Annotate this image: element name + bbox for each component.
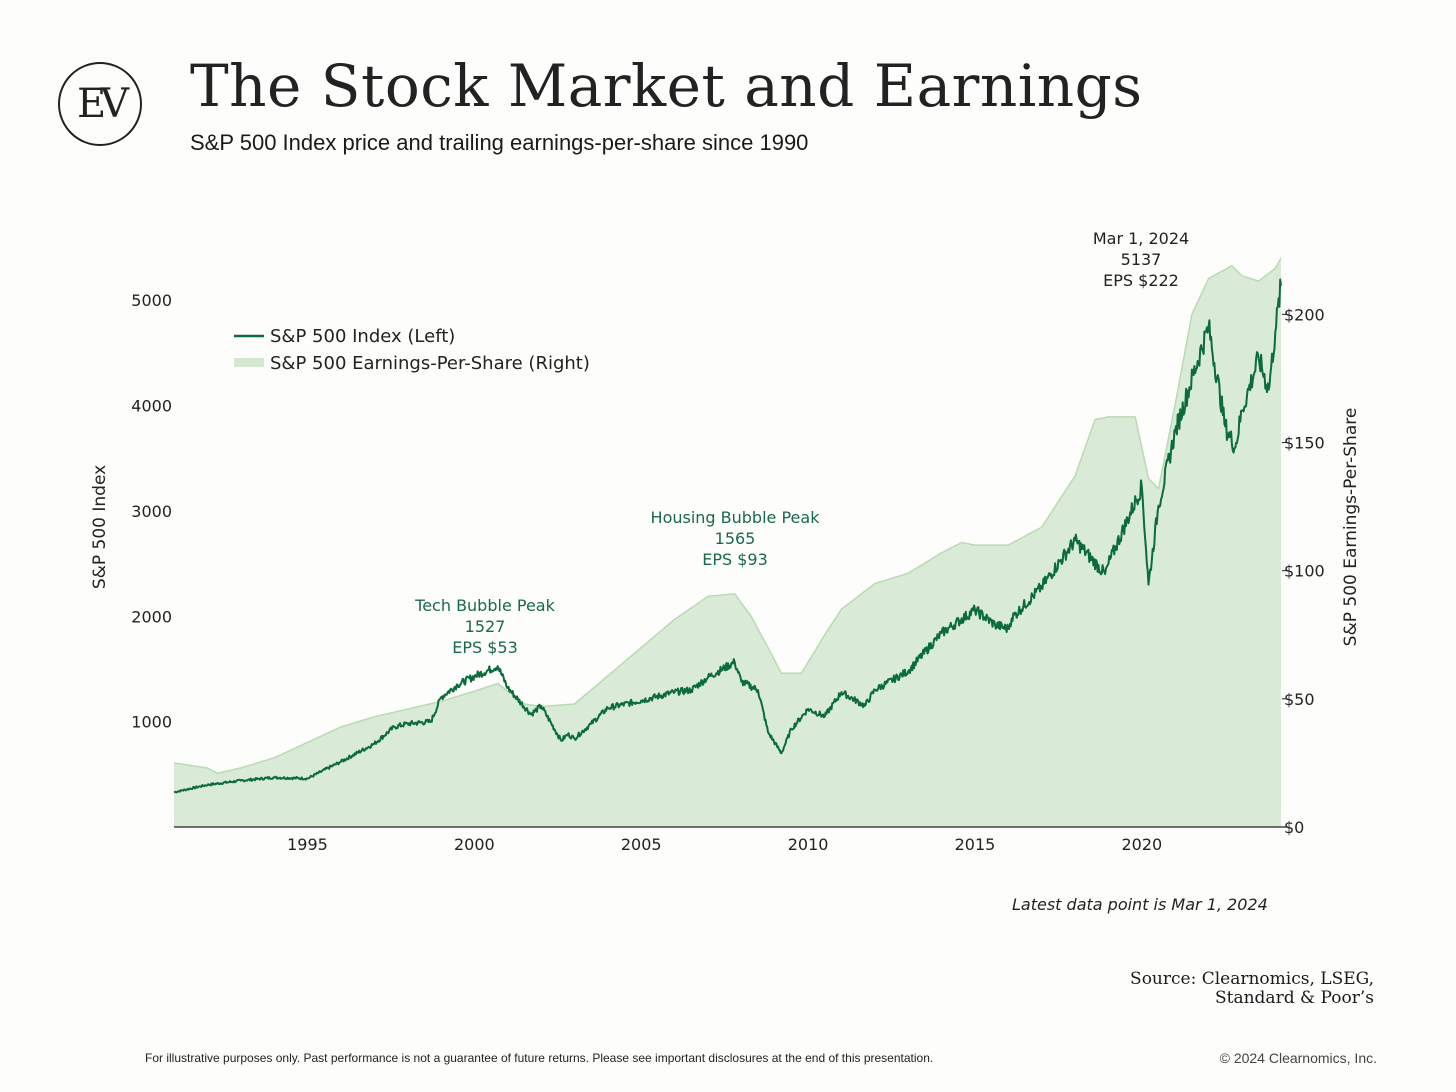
copyright: © 2024 Clearnomics, Inc.: [1220, 1050, 1377, 1066]
legend-eps-label: S&P 500 Earnings-Per-Share (Right): [270, 353, 590, 374]
disclaimer: For illustrative purposes only. Past per…: [145, 1051, 933, 1065]
left-y-tick-label: 3000: [131, 502, 172, 521]
x-axis-ticks: 1995 2000 2005 2010 2015 2020: [287, 835, 1162, 854]
right-y-tick-label: $0: [1284, 818, 1304, 837]
annotation-housing-bubble: Housing Bubble Peak 1565 EPS $93: [651, 508, 821, 569]
legend-index-label: S&P 500 Index (Left): [270, 326, 455, 347]
annotation-latest: Mar 1, 2024 5137 EPS $222: [1093, 229, 1189, 290]
source-line-1: Source: Clearnomics, LSEG,: [1130, 970, 1374, 989]
left-y-tick-label: 1000: [131, 713, 172, 732]
annotation-latest-date: Mar 1, 2024: [1093, 229, 1189, 248]
annotation-latest-value: 5137: [1121, 250, 1162, 269]
legend: S&P 500 Index (Left) S&P 500 Earnings-Pe…: [234, 326, 590, 374]
annotation-tech-value: 1527: [465, 617, 506, 636]
x-tick-label: 1995: [287, 835, 328, 854]
left-y-tick-label: 4000: [131, 397, 172, 416]
annotation-tech-eps: EPS $53: [452, 638, 518, 657]
right-axis-ticks: $0 $50 $100 $150 $200: [1282, 305, 1325, 837]
x-tick-label: 2010: [788, 835, 829, 854]
right-y-tick-label: $100: [1284, 562, 1325, 581]
annotation-tech-label: Tech Bubble Peak: [414, 596, 555, 615]
source-line-2: Standard & Poor’s: [1130, 989, 1374, 1008]
right-y-tick-label: $150: [1284, 434, 1325, 453]
right-y-tick-label: $200: [1284, 305, 1325, 324]
left-y-tick-label: 2000: [131, 607, 172, 626]
x-tick-label: 2000: [454, 835, 495, 854]
annotation-housing-value: 1565: [715, 529, 756, 548]
legend-area-swatch: [234, 358, 264, 367]
left-axis-title: S&P 500 Index: [90, 465, 110, 589]
annotation-tech-bubble: Tech Bubble Peak 1527 EPS $53: [414, 596, 555, 657]
source-note: Source: Clearnomics, LSEG, Standard & Po…: [1130, 970, 1374, 1008]
annotation-housing-label: Housing Bubble Peak: [651, 508, 821, 527]
x-tick-label: 2015: [955, 835, 996, 854]
latest-data-note: Latest data point is Mar 1, 2024: [1012, 895, 1268, 914]
x-tick-label: 2005: [621, 835, 662, 854]
right-axis-title: S&P 500 Earnings-Per-Share: [1341, 408, 1361, 647]
right-y-tick-label: $50: [1284, 690, 1315, 709]
x-tick-label: 2020: [1121, 835, 1162, 854]
annotation-latest-eps: EPS $222: [1103, 271, 1179, 290]
left-axis-ticks: 1000 2000 3000 4000 5000: [131, 291, 172, 731]
annotation-housing-eps: EPS $93: [702, 550, 768, 569]
left-y-tick-label: 5000: [131, 291, 172, 310]
